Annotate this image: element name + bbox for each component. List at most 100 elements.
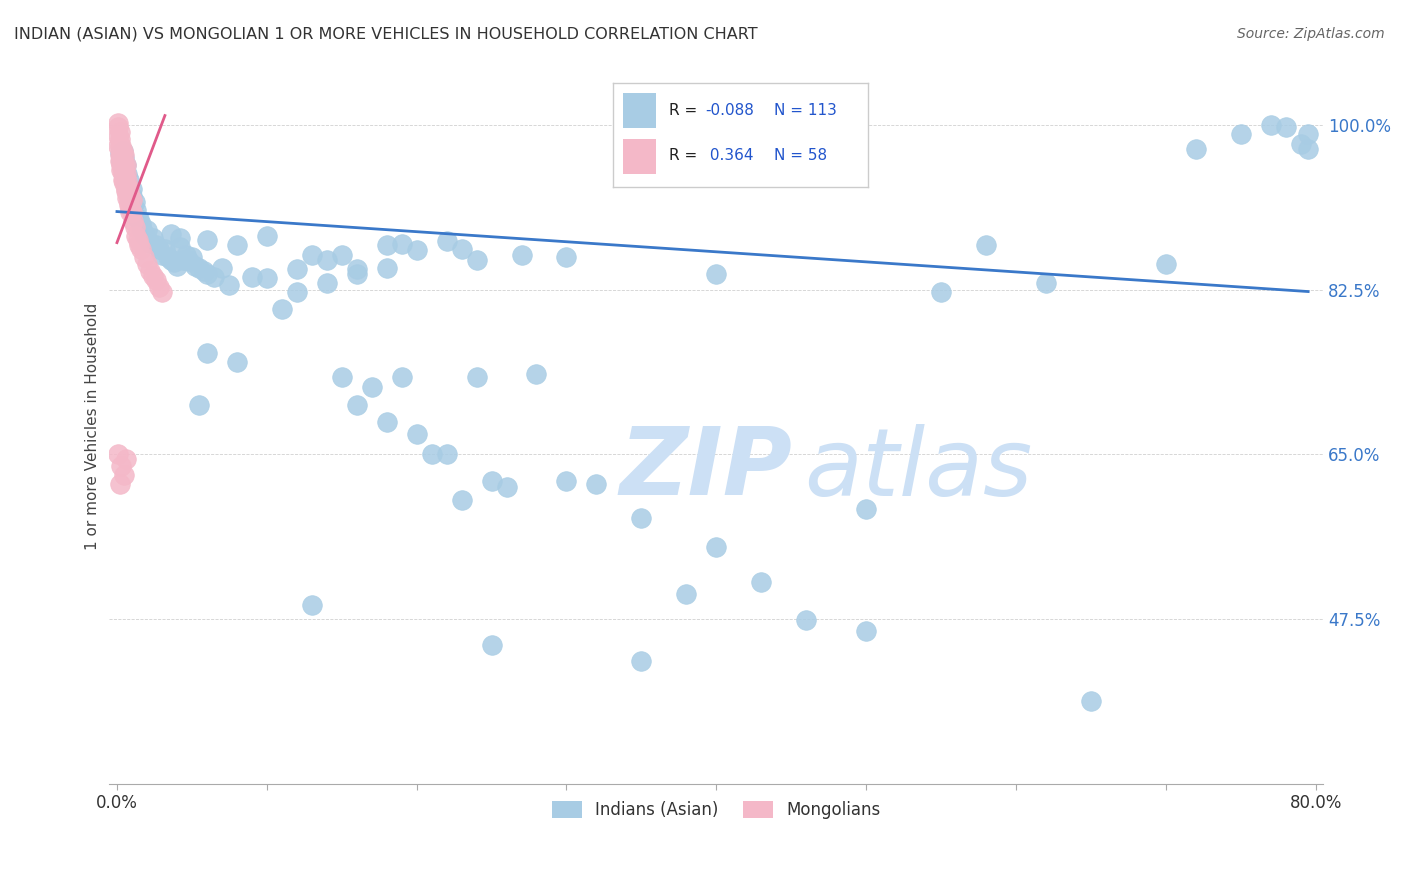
Point [117,191,139,205]
Point [1289,136,1312,151]
Point [117,181,139,195]
Point [585,477,607,491]
Point [330,248,353,262]
Point [108,138,131,153]
Point [115,174,138,188]
Point [127,233,149,247]
Point [704,540,727,554]
Point [110,458,132,473]
Point [436,447,458,461]
Point [630,654,652,668]
Point [1184,143,1206,157]
Point [225,355,247,369]
Point [256,271,278,285]
Point [465,252,488,267]
Point [132,226,155,240]
Point [450,242,472,256]
Point [108,148,131,162]
Point [405,243,427,257]
Point [115,452,138,467]
Point [121,188,143,202]
Point [139,264,162,278]
Point [315,276,337,290]
Point [195,267,218,281]
Point [125,202,148,217]
Point [125,229,148,244]
Point [436,234,458,248]
Point [114,177,136,191]
Point [172,253,194,268]
Point [142,268,165,283]
Point [360,379,382,393]
Legend: Indians (Asian), Mongolians: Indians (Asian), Mongolians [546,794,887,825]
Point [405,426,427,441]
Point [121,182,143,196]
Point [148,280,170,294]
Point [375,416,398,430]
Point [193,264,215,278]
Point [121,204,143,219]
Point [156,250,179,264]
Point [134,229,156,244]
Point [107,116,129,130]
Point [346,262,368,277]
Point [225,238,247,252]
Point [127,212,149,227]
Point [115,167,138,181]
Point [124,219,146,234]
Point [114,468,136,483]
Point [166,259,188,273]
Point [330,370,353,384]
Point [160,253,183,268]
Point [114,167,136,181]
Point [115,182,138,196]
Point [391,370,413,384]
Point [117,186,139,200]
Point [108,153,131,168]
Point [177,254,200,268]
Point [145,238,167,252]
Point [122,214,145,228]
Point [180,250,202,264]
Point [108,146,131,161]
Point [375,238,398,252]
Point [118,186,141,200]
Point [375,260,398,275]
Point [150,248,173,262]
Point [270,302,292,317]
Point [120,188,142,202]
Point [107,120,129,134]
Point [129,242,152,256]
Point [108,125,131,139]
Point [142,231,165,245]
Point [1080,694,1102,708]
Point [111,172,134,186]
Point [1035,276,1057,290]
Point [120,194,142,208]
Point [110,145,132,159]
Point [120,201,142,215]
Point [107,138,129,153]
Point [153,242,176,256]
Point [115,184,138,198]
Point [675,587,697,601]
Point [1296,128,1319,142]
Point [115,157,138,171]
Point [114,151,136,165]
Point [118,182,141,196]
Point [301,248,323,262]
Text: atlas: atlas [804,424,1032,515]
Point [118,195,141,210]
Point [188,260,211,275]
Point [132,250,155,264]
Point [107,447,129,461]
Point [346,399,368,413]
Point [1274,120,1296,134]
Point [118,198,141,212]
Point [465,370,488,384]
Point [117,167,139,181]
Point [555,250,578,264]
Point [855,624,877,639]
Point [218,277,240,292]
Point [188,399,211,413]
